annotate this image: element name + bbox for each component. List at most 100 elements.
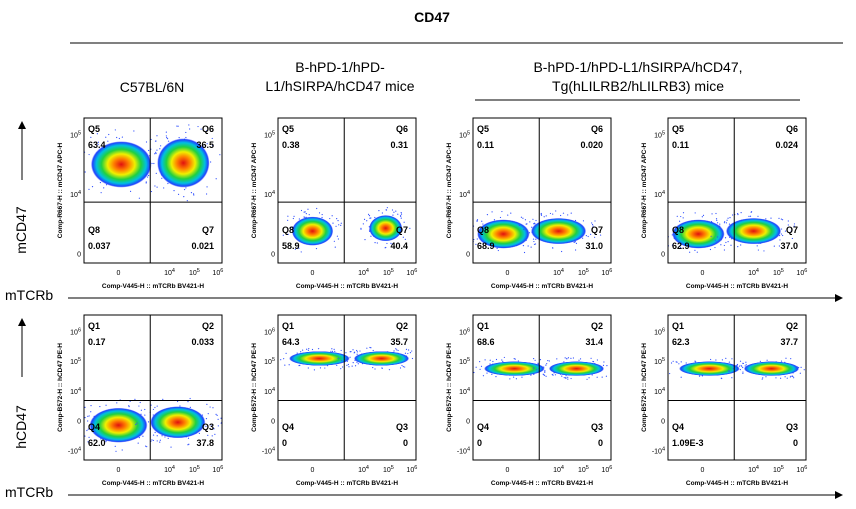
event-dot [137, 442, 139, 444]
quadrant-value: 36.5 [196, 140, 214, 150]
event-dot [782, 234, 784, 237]
event-dot [574, 249, 577, 251]
event-dot [308, 347, 310, 350]
event-dot [675, 361, 677, 363]
event-dot [306, 348, 308, 350]
event-dot [336, 218, 338, 220]
event-dot [749, 215, 752, 217]
tick-exp: 6 [414, 268, 417, 274]
tick-label: 104 [264, 387, 275, 396]
quadrant-value: 0.31 [390, 140, 408, 150]
tick-base: 10 [654, 329, 662, 336]
event-dot [543, 216, 545, 218]
event-dot [793, 225, 795, 227]
event-dot [307, 208, 309, 210]
event-dot [409, 352, 412, 354]
tick-base: 0 [701, 467, 705, 474]
density [664, 357, 805, 380]
event-dot [411, 350, 413, 352]
tick-label: 106 [601, 465, 612, 474]
tick-base: -10 [652, 448, 662, 455]
event-dot [335, 225, 337, 227]
event-dot [108, 133, 110, 136]
event-dot [80, 163, 81, 164]
event-dot [331, 350, 334, 353]
event-dot [99, 405, 101, 408]
event-dot [786, 377, 788, 379]
event-dot [790, 358, 792, 360]
event-dot [510, 212, 512, 214]
tick-label: 104 [264, 190, 275, 199]
quadrant-value: 0.38 [282, 140, 300, 150]
event-dot [393, 350, 395, 352]
tick-exp: 5 [467, 130, 470, 136]
tick-label: 0 [701, 270, 705, 277]
plot-frame [83, 314, 223, 461]
event-dot [605, 375, 607, 377]
tick-label: 106 [406, 465, 417, 474]
event-dot [219, 154, 221, 156]
event-dot [134, 398, 136, 400]
event-dot [725, 222, 728, 224]
tick-label: 104 [70, 190, 81, 199]
event-dot [223, 152, 224, 153]
quadrant-name: Q6 [786, 124, 798, 134]
event-dot [116, 136, 118, 139]
event-dot [765, 376, 767, 378]
event-dot [664, 367, 665, 368]
event-dot [533, 240, 535, 243]
event-dot [564, 357, 566, 359]
tick-label: 105 [459, 357, 470, 366]
event-dot [206, 403, 208, 406]
density-blob [369, 215, 403, 242]
tick-base: 10 [358, 270, 366, 277]
tick-label: 0 [506, 467, 510, 474]
event-dot [533, 223, 535, 225]
quadrant-name: Q4 [282, 422, 294, 432]
tick-exp: 6 [609, 268, 612, 274]
quadrant-name: Q2 [591, 321, 603, 331]
event-dot [680, 215, 682, 218]
event-dot [725, 357, 727, 359]
event-dot [359, 350, 361, 352]
tick-label: 105 [70, 130, 81, 139]
event-dot [340, 222, 342, 224]
event-dot [544, 371, 546, 373]
event-dot [599, 234, 602, 236]
tick-base: 10 [70, 192, 78, 199]
event-dot [332, 222, 334, 224]
tick-base: 10 [164, 467, 172, 474]
axis-label: Comp-V445-H :: mTCRb BV421-H [686, 480, 789, 487]
event-dot [185, 187, 187, 189]
event-dot [763, 250, 765, 252]
density [473, 210, 602, 254]
quadrant-value: 64.3 [282, 337, 300, 347]
event-dot [146, 446, 148, 448]
event-dot [570, 377, 572, 380]
event-dot [337, 357, 339, 359]
event-dot [145, 182, 147, 184]
event-dot [540, 213, 542, 215]
event-dot [374, 368, 376, 370]
event-dot [521, 376, 523, 378]
event-dot [740, 212, 742, 214]
event-dot [715, 218, 718, 220]
event-dot [716, 219, 718, 221]
event-dot [393, 211, 395, 213]
event-dot [217, 418, 219, 420]
event-dot [592, 225, 594, 227]
event-dot [84, 435, 86, 437]
event-dot [337, 219, 339, 222]
event-dot [395, 348, 397, 350]
tick-base: 0 [77, 251, 81, 258]
tick-base: 10 [459, 359, 467, 366]
event-dot [757, 215, 759, 217]
event-dot [727, 370, 729, 372]
event-dot [297, 246, 299, 249]
tick-exp: 5 [197, 465, 200, 471]
event-dot [585, 234, 587, 237]
event-dot [491, 373, 493, 376]
event-dot [145, 445, 147, 447]
tick-exp: 5 [78, 357, 81, 363]
event-dot [418, 357, 419, 358]
